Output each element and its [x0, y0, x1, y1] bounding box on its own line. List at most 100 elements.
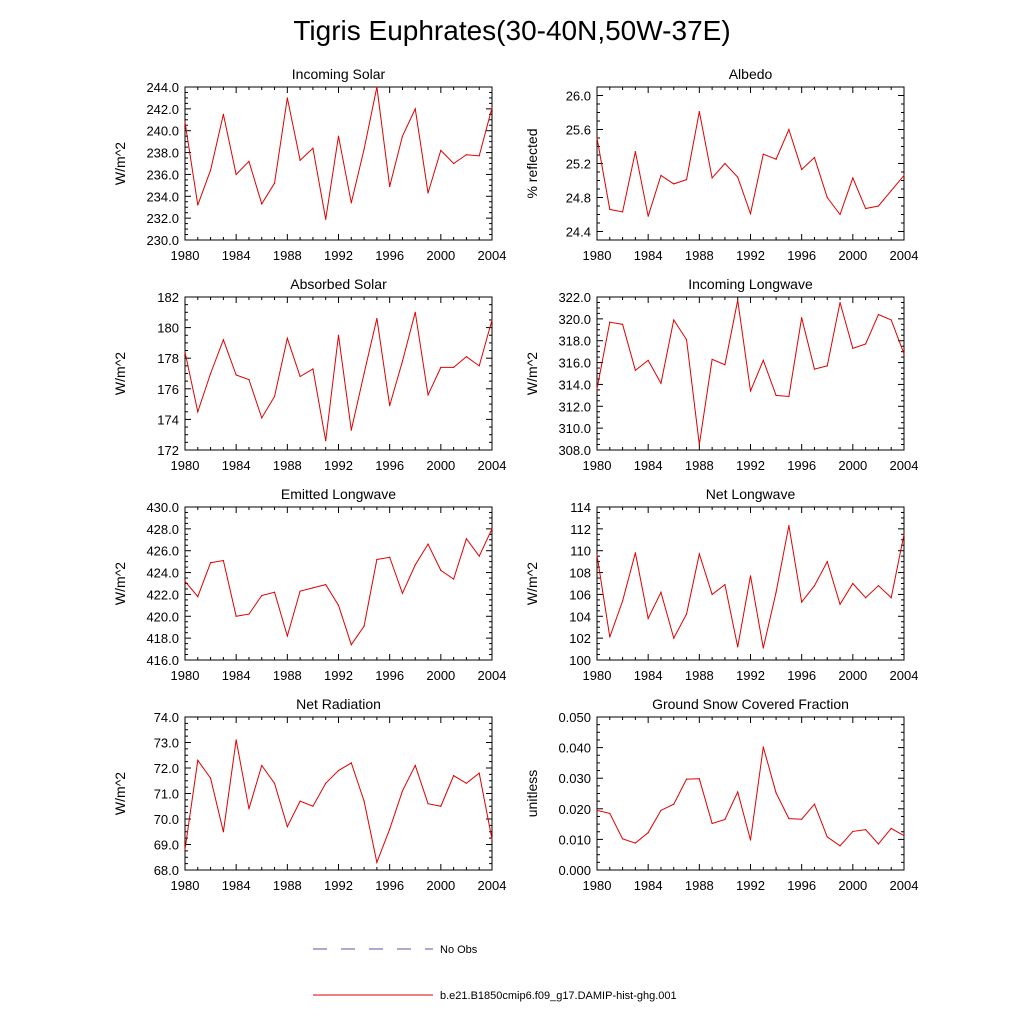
data-point [389, 828, 391, 830]
panel-4: Incoming Longwave W/m^2 1980 1984 1988 1992 19… [524, 276, 918, 473]
x-tick-label: 2000 [838, 878, 867, 893]
y-tick-label: 102 [569, 631, 591, 646]
data-point [865, 207, 867, 210]
data-point [903, 533, 905, 535]
y-tick-label: 322.0 [558, 290, 591, 305]
x-tick-label: 1980 [171, 878, 200, 893]
panel-6: Net Longwave W/m^2 1980 1984 1988 1992 1996 200… [524, 486, 918, 683]
data-point [596, 137, 598, 139]
data-point [801, 317, 803, 319]
x-tick-label: 1992 [736, 878, 765, 893]
panel-title: Ground Snow Covered Fraction [652, 696, 849, 712]
data-point [350, 644, 352, 646]
x-tick-label: 1988 [273, 668, 302, 683]
data-point [609, 636, 611, 638]
y-tick-label: 318.0 [558, 334, 591, 349]
data-point [673, 637, 675, 639]
data-point [401, 360, 404, 362]
x-tick-label: 2004 [890, 458, 919, 473]
data-point [877, 205, 880, 207]
panel-frame [596, 506, 905, 661]
data-point [634, 842, 636, 844]
data-point [647, 359, 649, 361]
data-point [596, 554, 598, 556]
y-tick-label: 172 [157, 443, 179, 458]
data-point [337, 135, 340, 137]
data-point [299, 590, 301, 592]
x-tick-label: 1988 [685, 458, 714, 473]
data-point [222, 831, 224, 833]
data-point [813, 368, 816, 370]
y-tick-label: 308.0 [558, 443, 591, 458]
y-axis-label: W/m^2 [112, 772, 128, 815]
y-tick-label: 424.0 [146, 566, 179, 581]
data-point [801, 168, 803, 171]
data-point [235, 739, 237, 741]
data-point [453, 366, 455, 368]
data-point [762, 359, 764, 361]
x-tick-label: 2004 [478, 878, 507, 893]
data-point [248, 379, 250, 381]
data-point [698, 778, 700, 780]
data-point [184, 580, 186, 582]
data-point [235, 615, 237, 617]
data-point [325, 218, 327, 220]
y-tick-label: 72.0 [154, 761, 179, 776]
data-point [376, 86, 378, 88]
x-tick-label: 1992 [324, 668, 353, 683]
data-point [261, 764, 263, 767]
panel-7: Net Radiation W/m^2 1980 1984 1988 1992 1996 20… [112, 696, 506, 893]
panel-3: Absorbed Solar W/m^2 1980 1984 1988 1992 1996 2… [112, 276, 506, 473]
y-tick-label: 310.0 [558, 421, 591, 436]
data-point [414, 764, 416, 767]
y-tick-label: 176 [157, 382, 179, 397]
data-point [350, 762, 352, 764]
data-point [261, 417, 263, 419]
legend-label-no-obs: No Obs [440, 944, 478, 956]
data-point [852, 830, 854, 833]
data-point [737, 299, 739, 301]
y-tick-label: 74.0 [154, 710, 179, 725]
x-tick-label: 1996 [787, 248, 816, 263]
data-point [698, 443, 700, 446]
x-tick-label: 1980 [583, 248, 612, 263]
data-point [903, 353, 905, 355]
data-point [453, 578, 455, 580]
y-axis-label: unitless [524, 770, 540, 817]
data-point [440, 366, 442, 368]
data-point [890, 597, 892, 599]
data-point [248, 160, 250, 162]
series-line [596, 300, 905, 445]
x-tick-label: 2004 [478, 458, 507, 473]
panel-1: Incoming Solar W/m^2 1980 1984 1988 1992 1996 2… [112, 66, 506, 263]
data-point [427, 543, 429, 545]
y-tick-label: 180 [157, 321, 179, 336]
y-tick-label: 100 [569, 653, 591, 668]
data-point [826, 561, 828, 563]
panel-title: Incoming Solar [292, 66, 386, 82]
data-point [737, 791, 739, 793]
x-tick-label: 1992 [324, 248, 353, 263]
data-point [248, 808, 250, 810]
data-point [401, 790, 404, 792]
data-point [877, 313, 880, 316]
data-point [647, 832, 649, 834]
data-point [673, 183, 675, 185]
data-point [839, 603, 841, 605]
data-point [775, 158, 777, 160]
data-point [711, 593, 713, 596]
y-tick-label: 71.0 [154, 787, 179, 802]
x-tick-label: 1988 [685, 248, 714, 263]
panel-5: Emitted Longwave W/m^2 1980 1984 1988 1992 199… [112, 486, 506, 683]
x-tick-label: 1988 [273, 878, 302, 893]
data-point [660, 591, 662, 593]
y-tick-label: 320.0 [558, 312, 591, 327]
data-point [762, 647, 764, 649]
panel-frame [184, 86, 493, 241]
data-point [762, 153, 764, 155]
data-point [826, 196, 828, 199]
y-tick-label: 236.0 [146, 167, 179, 182]
data-point [414, 108, 416, 110]
data-point [325, 583, 327, 586]
y-axis-label: W/m^2 [112, 352, 128, 395]
